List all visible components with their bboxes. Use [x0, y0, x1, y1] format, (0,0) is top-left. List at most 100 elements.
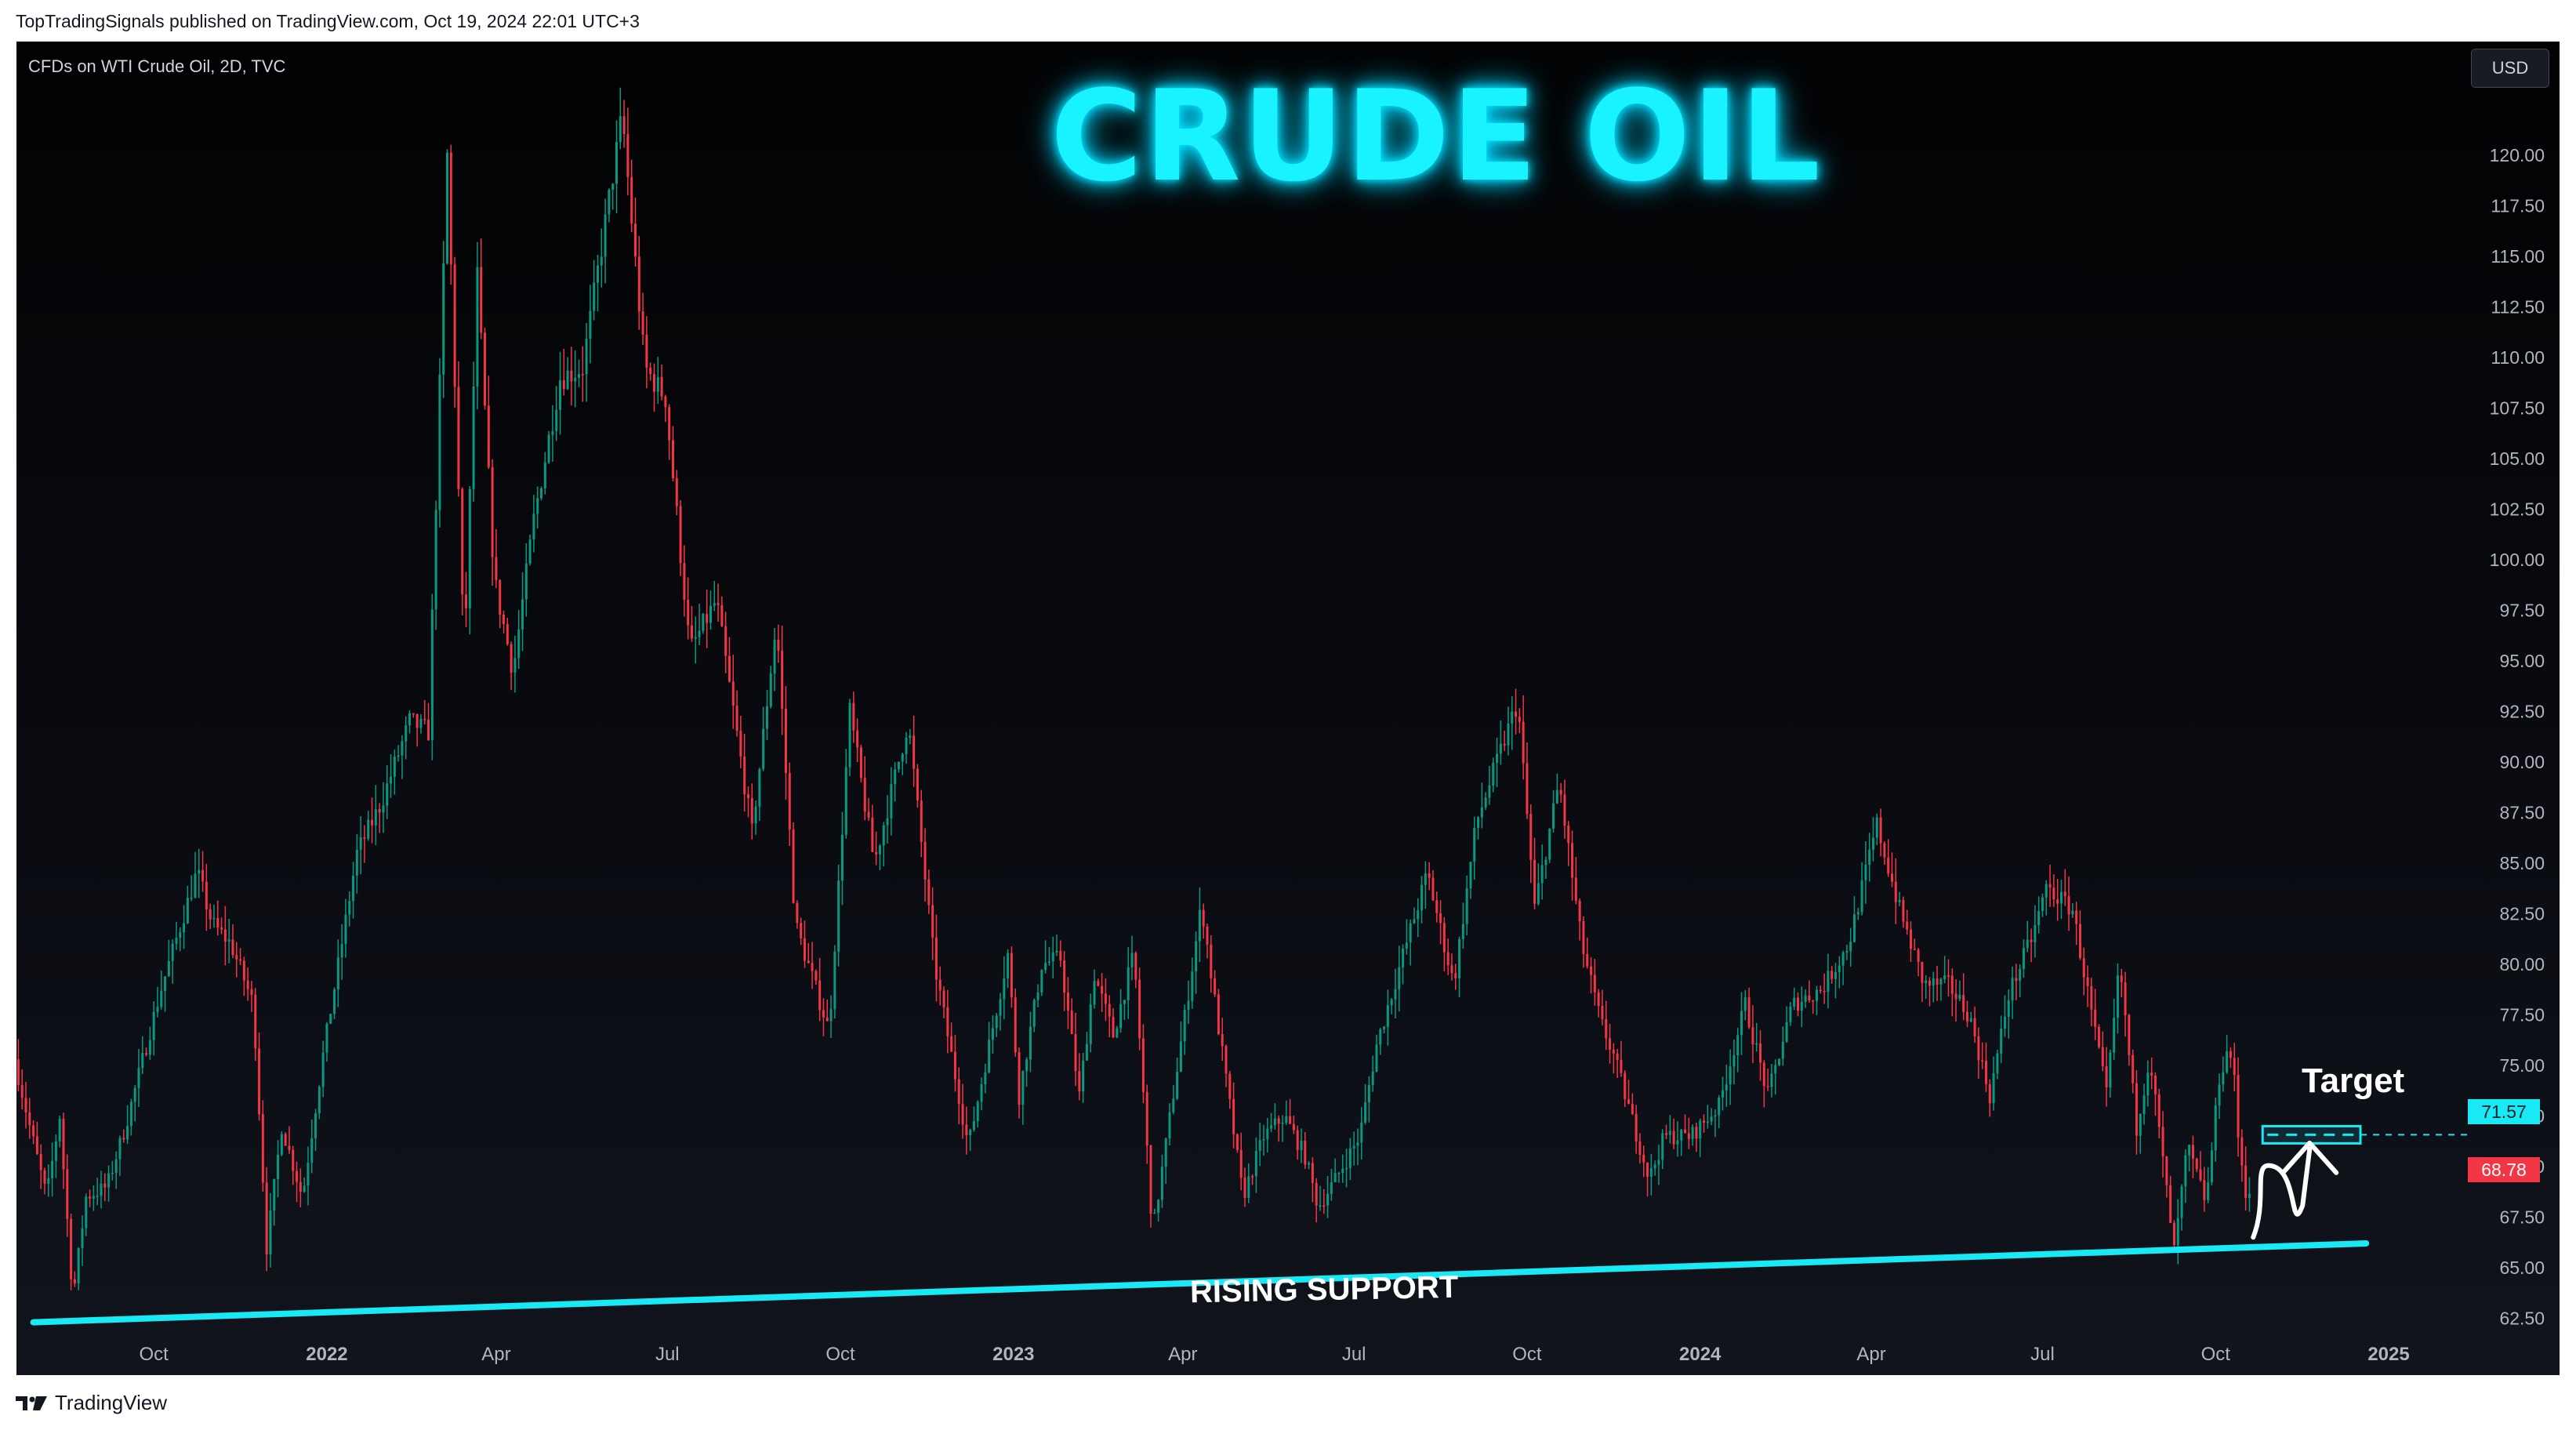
- candle-body: [2075, 910, 2078, 924]
- candle-body: [1620, 1059, 1623, 1073]
- candle-body: [1642, 1154, 1645, 1163]
- candle-body: [1187, 1000, 1190, 1011]
- candle-body: [1319, 1205, 1322, 1207]
- candle-body: [923, 841, 927, 880]
- currency-button[interactable]: USD: [2471, 49, 2549, 88]
- candle-body: [803, 938, 806, 961]
- candle-body: [687, 600, 690, 626]
- candle-body: [201, 869, 205, 882]
- candle-body: [39, 1153, 42, 1170]
- candle-body: [2034, 925, 2037, 942]
- candle-body: [62, 1119, 65, 1170]
- candle-body: [198, 869, 201, 874]
- chart-area[interactable]: 120.00 117.50 115.00 112.50 110.00 107.50 105.…: [16, 42, 2560, 1375]
- candle-body: [1417, 910, 1420, 920]
- x-tick-label: 2023: [992, 1344, 1034, 1365]
- candle-body: [698, 630, 701, 637]
- chart-title: CRUDE OIL: [1050, 63, 1822, 209]
- candle-body: [194, 873, 197, 898]
- candle-body: [735, 706, 738, 731]
- candle-body: [559, 380, 562, 410]
- candle-body: [476, 267, 479, 387]
- candle-body: [1631, 1103, 1634, 1114]
- candle-body: [1567, 826, 1570, 844]
- candle-body: [773, 640, 776, 674]
- candle-body: [1454, 973, 1457, 978]
- candle-body: [1082, 1060, 1085, 1092]
- candle-body: [1958, 994, 1961, 1000]
- candle-body: [1390, 999, 1393, 1006]
- candle-body: [2218, 1084, 2221, 1105]
- candle-body: [1729, 1066, 1732, 1085]
- candle-body: [750, 798, 753, 824]
- price-chart[interactable]: 120.00 117.50 115.00 112.50 110.00 107.50 105.…: [16, 42, 2560, 1375]
- candle-body: [720, 604, 724, 626]
- candle-body: [397, 755, 400, 757]
- candle-body: [1574, 877, 1577, 901]
- candle-body: [1710, 1116, 1713, 1122]
- candle-body: [1751, 1027, 1754, 1044]
- candle-body: [1304, 1141, 1307, 1165]
- candle-body: [2153, 1075, 2157, 1094]
- candle-body: [796, 902, 799, 924]
- candle-body: [1364, 1102, 1367, 1123]
- candle-body: [671, 440, 674, 479]
- candle-body: [608, 190, 611, 215]
- candle-body: [1266, 1128, 1269, 1139]
- candle-body: [1732, 1055, 1736, 1067]
- candle-body: [641, 311, 644, 335]
- candle-body: [1778, 1058, 1781, 1065]
- candle-body: [1977, 1036, 1980, 1061]
- y-tick-label: 97.50: [2499, 601, 2545, 621]
- y-tick-label: 92.50: [2499, 702, 2545, 722]
- y-tick-label: 107.50: [2490, 398, 2545, 419]
- candle-body: [434, 510, 437, 610]
- candle-body: [280, 1134, 283, 1155]
- candle-body: [1116, 1028, 1119, 1038]
- candle-body: [2199, 1169, 2202, 1181]
- candle-body: [186, 898, 189, 924]
- candle-body: [246, 980, 249, 989]
- candle-body: [2195, 1158, 2198, 1170]
- candle-body: [1074, 1034, 1077, 1072]
- candle-body: [438, 374, 441, 510]
- candle-body: [517, 629, 521, 659]
- candle-body: [867, 811, 870, 818]
- candle-body: [713, 603, 716, 606]
- candle-body: [126, 1126, 129, 1140]
- candle-body: [882, 825, 885, 846]
- candle-body: [551, 430, 554, 435]
- candle-body: [85, 1196, 88, 1229]
- price-axis: 120.00 117.50 115.00 112.50 110.00 107.50 105.…: [2490, 145, 2545, 1328]
- candle-body: [656, 377, 659, 392]
- candle-body: [709, 605, 712, 623]
- candle-body: [1593, 975, 1596, 993]
- candle-body: [175, 938, 178, 944]
- candle-body: [837, 880, 840, 952]
- candle-body: [694, 637, 697, 639]
- candle-body: [2248, 1193, 2251, 1199]
- candle-body: [652, 374, 655, 392]
- candle-body: [2180, 1186, 2183, 1218]
- candle-body: [2229, 1051, 2232, 1058]
- y-tick-label: 80.00: [2499, 954, 2545, 975]
- candle-body: [1138, 979, 1141, 1039]
- candle-body: [1127, 967, 1130, 1000]
- candle-body: [510, 644, 513, 673]
- candle-body: [1691, 1127, 1694, 1139]
- candle-body: [1875, 817, 1878, 838]
- y-tick-label: 65.00: [2499, 1258, 2545, 1278]
- symbol-info[interactable]: CFDs on WTI Crude Oil, 2D, TVC: [28, 56, 286, 76]
- candle-body: [521, 599, 524, 630]
- tradingview-logo[interactable]: TradingView: [16, 1391, 167, 1415]
- candle-body: [2063, 891, 2066, 897]
- candle-body: [953, 1051, 956, 1080]
- tradingview-wordmark: TradingView: [55, 1391, 168, 1414]
- candle-body: [645, 334, 648, 368]
- candle-body: [999, 999, 1002, 1016]
- candle-body: [2214, 1105, 2217, 1151]
- candle-body: [570, 370, 573, 382]
- candle-body: [235, 955, 238, 960]
- candle-body: [679, 506, 682, 564]
- y-tick-label: 75.00: [2499, 1055, 2545, 1076]
